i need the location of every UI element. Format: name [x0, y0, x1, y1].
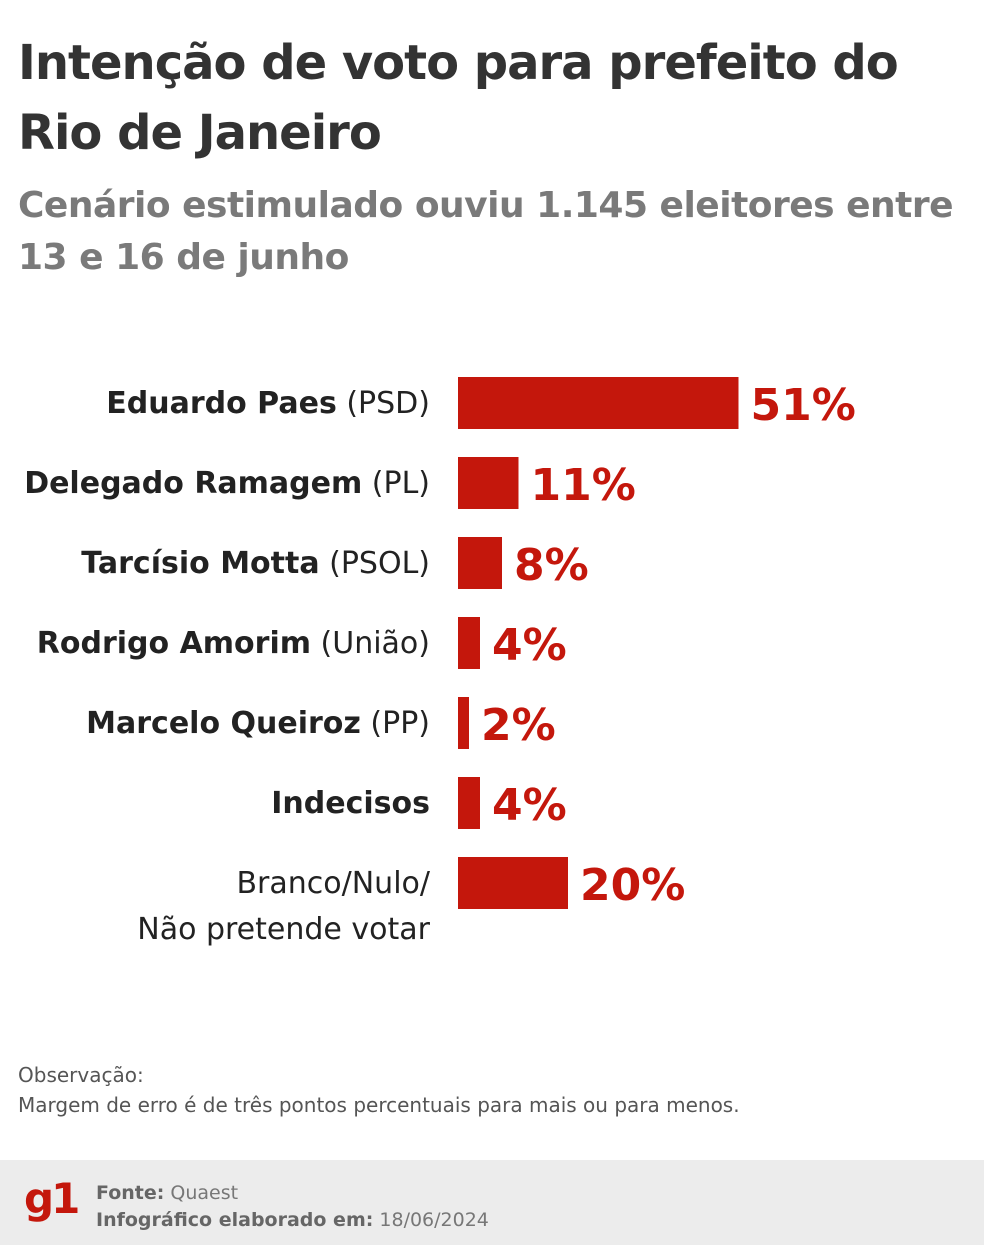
value-label: 4%	[492, 780, 567, 831]
value-label: 51%	[751, 380, 856, 431]
source-line: Fonte: Quaest	[96, 1180, 489, 1207]
chart-subtitle: Cenário estimulado ouviu 1.145 eleitores…	[18, 185, 954, 278]
observation-heading: Observação:	[18, 1063, 144, 1087]
value-label: 2%	[481, 700, 556, 751]
category-label: Tarcísio Motta (PSOL)	[81, 546, 430, 581]
bar	[458, 457, 519, 509]
bar	[458, 697, 469, 749]
category-label: Branco/Nulo/	[236, 866, 430, 901]
value-label: 4%	[492, 620, 567, 671]
category-label: Rodrigo Amorim (União)	[37, 626, 430, 661]
category-label: Não pretende votar	[137, 912, 430, 947]
category-label: Eduardo Paes (PSD)	[106, 386, 430, 421]
value-label: 8%	[514, 540, 589, 591]
bar	[458, 857, 568, 909]
observation-note: Observação: Margem de erro é de três pon…	[18, 1060, 740, 1120]
source-block: Fonte: Quaest Infográfico elaborado em: …	[96, 1180, 489, 1234]
category-label: Indecisos	[271, 786, 430, 821]
date-value: 18/06/2024	[379, 1209, 489, 1231]
bar	[458, 377, 739, 429]
date-line: Infográfico elaborado em: 18/06/2024	[96, 1207, 489, 1234]
value-label: 11%	[531, 460, 636, 511]
bar	[458, 777, 480, 829]
bar	[458, 537, 502, 589]
bar-chart: 51% Eduardo Paes (PSD) 11% Delegado Ramagem…	[24, 377, 856, 947]
source-label: Fonte:	[96, 1182, 165, 1204]
category-label: Marcelo Queiroz (PP)	[86, 706, 430, 741]
source-value: Quaest	[170, 1182, 239, 1204]
bar	[458, 617, 480, 669]
value-label: 20%	[580, 860, 685, 911]
chart-title: Intenção de voto para prefeito do Rio de…	[18, 35, 899, 161]
g1-logo: g1	[24, 1174, 80, 1223]
category-label: Delegado Ramagem (PL)	[24, 466, 430, 501]
date-label: Infográfico elaborado em:	[96, 1209, 374, 1231]
observation-text: Margem de erro é de três pontos percentu…	[18, 1093, 740, 1117]
footer: g1 Fonte: Quaest Infográfico elaborado e…	[0, 1160, 984, 1245]
